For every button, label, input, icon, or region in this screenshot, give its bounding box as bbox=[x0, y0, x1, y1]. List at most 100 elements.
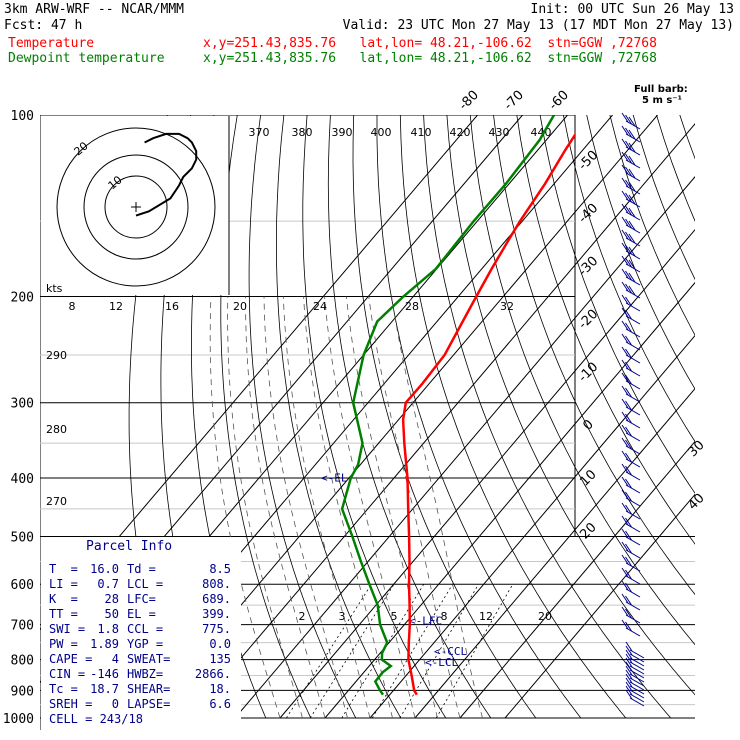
moist-adiabat bbox=[368, 296, 461, 719]
wind-barb-shaft bbox=[629, 649, 645, 659]
dry-adiabat bbox=[703, 115, 740, 718]
wind-barb-flag bbox=[621, 463, 629, 474]
parcel-info-cell-0: TT = bbox=[49, 607, 78, 621]
parcel-info-cell-3: 18. bbox=[209, 682, 231, 696]
wind-barb-flag bbox=[621, 593, 629, 604]
temperature-info: x,y=251.43,835.76 lat,lon= 48.21,-106.62… bbox=[203, 36, 657, 51]
wind-barb-low bbox=[625, 689, 645, 707]
hodograph-ring bbox=[104, 175, 168, 239]
parcel-info-cell-3: 0.0 bbox=[209, 637, 231, 651]
wind-barb-flag bbox=[625, 387, 632, 398]
mixing-ratio-low-label: 8 bbox=[441, 610, 448, 623]
wind-barb bbox=[621, 333, 641, 351]
wind-barb-flag bbox=[625, 413, 632, 424]
wind-barb-flag bbox=[621, 385, 629, 396]
barb-legend-line2: 5 m s⁻¹ bbox=[642, 95, 682, 106]
wind-barb-flag bbox=[621, 294, 629, 305]
theta-label: 400 bbox=[371, 126, 392, 139]
wind-barb-flag bbox=[621, 437, 629, 448]
dry-adiabat bbox=[632, 115, 695, 281]
wind-barb-shaft bbox=[625, 458, 641, 468]
mixing-ratio-low-label: 3 bbox=[339, 610, 346, 623]
wind-barb-shaft bbox=[625, 562, 641, 572]
wind-barb bbox=[621, 125, 641, 143]
wind-barb-flag bbox=[628, 246, 636, 257]
wind-barb-low bbox=[625, 669, 645, 687]
dry-adiabat bbox=[423, 115, 672, 719]
parcel-info-cell-1: 1.8 bbox=[97, 622, 119, 636]
wind-barb-flag bbox=[628, 259, 636, 270]
wind-barb-flag bbox=[621, 398, 629, 409]
wind-barb-flag bbox=[625, 582, 632, 593]
wind-barb bbox=[621, 281, 641, 299]
wind-barb-shaft bbox=[625, 328, 641, 338]
wind-barb-low bbox=[625, 645, 645, 663]
wind-barb-shaft bbox=[629, 653, 645, 663]
dry-adiabat bbox=[586, 115, 695, 390]
wind-barb-shaft bbox=[625, 354, 641, 364]
isotherm-label: -20 bbox=[576, 307, 602, 333]
dry-adiabat bbox=[493, 115, 695, 596]
dry-adiabat bbox=[248, 115, 357, 719]
isotherm-line bbox=[504, 493, 695, 719]
dewpoint-line bbox=[340, 115, 556, 696]
wind-barb-flag bbox=[625, 283, 632, 294]
wind-barb-shaft bbox=[625, 536, 641, 546]
mixing-ratio-low-label: 5 bbox=[391, 610, 398, 623]
wind-barb-flag bbox=[625, 649, 633, 660]
wind-barb-low bbox=[625, 681, 645, 699]
temperature-line bbox=[401, 132, 575, 696]
wind-barb-flag bbox=[625, 677, 633, 688]
wind-barb-flag bbox=[625, 681, 633, 692]
moist-adiabat bbox=[245, 296, 326, 719]
dewpoint-label: Dewpoint temperature bbox=[8, 51, 165, 66]
wind-barb-flag bbox=[625, 257, 632, 268]
wind-barb-flag bbox=[628, 168, 636, 179]
wind-barb-flag bbox=[628, 285, 636, 296]
level-marker-label: <-EL bbox=[321, 471, 348, 484]
wind-barb bbox=[621, 515, 641, 533]
wind-barb-flag bbox=[625, 556, 632, 567]
wind-barb-flag bbox=[621, 450, 629, 461]
wind-barb-flag bbox=[625, 114, 632, 125]
theta-label: 390 bbox=[332, 126, 353, 139]
parcel-info-cell-1: 0.7 bbox=[97, 577, 119, 591]
parcel-info-cell-1: 0 bbox=[111, 697, 119, 711]
wind-barb-flag bbox=[625, 218, 632, 229]
parcel-info-cell-0: PW = bbox=[49, 637, 78, 651]
hodograph-kts-label: kts bbox=[46, 282, 63, 295]
wind-barb-shaft bbox=[625, 523, 641, 533]
wind-barb-flag bbox=[621, 255, 629, 266]
wind-barb-shaft bbox=[625, 627, 641, 637]
wind-barb-shaft bbox=[625, 172, 641, 182]
parcel-info-cell-2: EL = bbox=[127, 607, 156, 621]
wind-barb-flag bbox=[621, 411, 629, 422]
theta-label: 410 bbox=[411, 126, 432, 139]
wind-barb bbox=[621, 359, 641, 377]
wind-barb-shaft bbox=[625, 133, 641, 143]
wind-barb-flag bbox=[621, 151, 629, 162]
wind-barb-shaft bbox=[625, 614, 641, 624]
wind-barb-flag bbox=[621, 138, 629, 149]
wind-barb bbox=[621, 528, 641, 546]
parcel-info-cell-3: 2866. bbox=[194, 667, 231, 681]
wind-barb-shaft bbox=[625, 432, 641, 442]
wind-barb-shaft bbox=[629, 665, 645, 675]
wind-barb bbox=[621, 268, 641, 286]
wind-barb-shaft bbox=[625, 289, 641, 299]
wind-barb-flag bbox=[625, 270, 632, 281]
isotherm-label: -70 bbox=[501, 88, 527, 114]
wind-barb-flag bbox=[625, 669, 633, 680]
parcel-info-cell-3: 6.6 bbox=[209, 697, 231, 711]
wind-barb-flag bbox=[625, 192, 632, 203]
wind-barb-shaft bbox=[625, 315, 641, 325]
wind-barb-low bbox=[625, 677, 645, 695]
parcel-info-cell-2: SWEAT= bbox=[127, 652, 171, 666]
wind-barb bbox=[621, 450, 641, 468]
wind-barb bbox=[621, 411, 641, 429]
wind-barb bbox=[621, 164, 641, 182]
wind-barb-shaft bbox=[625, 406, 641, 416]
wind-barb-flag bbox=[621, 567, 629, 578]
wind-barb-shaft bbox=[625, 185, 641, 195]
